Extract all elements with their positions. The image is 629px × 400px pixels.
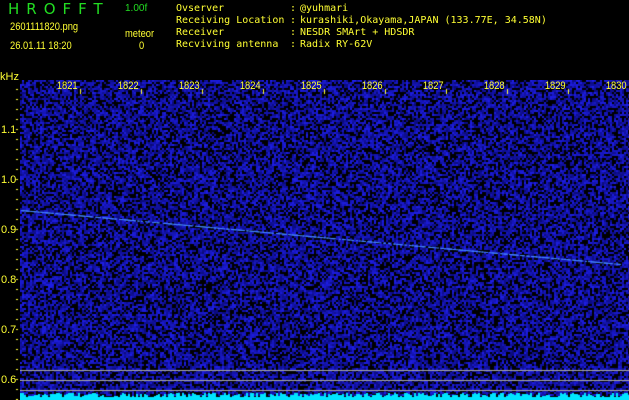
info-colon: : <box>290 3 297 14</box>
x-tick-label: 1822 <box>117 80 139 92</box>
x-tick-label: 1827 <box>422 80 444 92</box>
x-tick-label: 1829 <box>544 80 566 92</box>
info-label: Ovserver <box>176 3 225 14</box>
info-value: NESDR SMArt + HDSDR <box>300 27 415 38</box>
x-tick-label: 1830 <box>605 80 627 92</box>
info-value: @yuhmari <box>300 3 349 14</box>
meteor-label: meteor <box>125 28 155 40</box>
info-label: Receiver <box>176 27 225 38</box>
datetime: 26.01.11 18:20 <box>10 40 72 52</box>
info-value: Radix RY-62V <box>300 39 373 50</box>
info-colon: : <box>290 15 297 26</box>
x-tick-label: 1828 <box>483 80 505 92</box>
x-tick-label: 1825 <box>300 80 322 92</box>
info-colon: : <box>290 27 297 38</box>
x-tick-label: 1824 <box>239 80 261 92</box>
info-colon: : <box>290 39 297 50</box>
info-label: Receiving Location <box>176 15 285 26</box>
y-axis-ticks <box>0 80 20 400</box>
spectrogram <box>20 80 629 400</box>
filename: 2601111820.png <box>10 21 79 33</box>
info-label: Recviving antenna <box>176 39 279 50</box>
info-value: kurashiki,Okayama,JAPAN (133.77E, 34.58N… <box>300 15 547 26</box>
x-tick-label: 1821 <box>56 80 78 92</box>
x-tick-label: 1826 <box>361 80 383 92</box>
meteor-count: 0 <box>139 40 145 52</box>
y-unit-label: kHz <box>0 71 19 83</box>
version-label: 1.00f <box>125 3 148 14</box>
x-tick-label: 1823 <box>178 80 200 92</box>
app-title: HROFFT <box>8 0 110 18</box>
